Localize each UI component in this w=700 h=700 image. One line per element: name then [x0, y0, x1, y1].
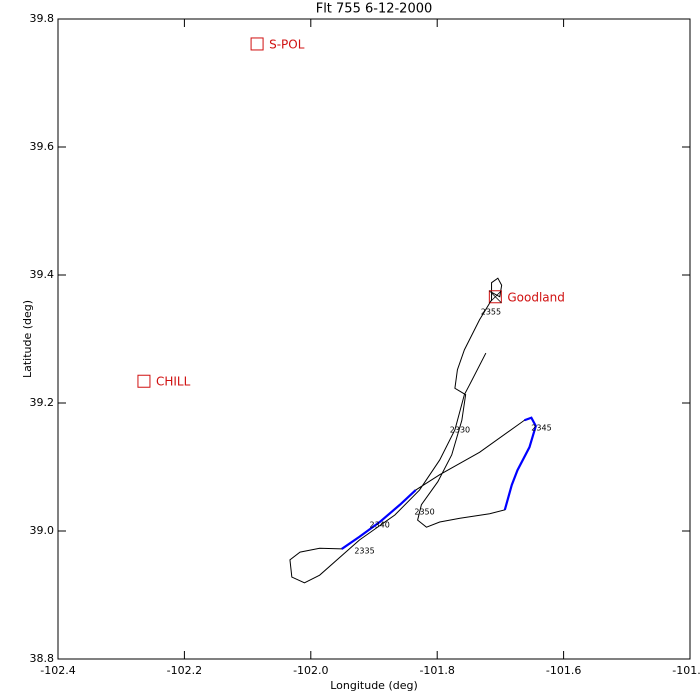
y-axis-label: Latitude (deg)	[21, 300, 34, 378]
x-tick-label: -102.4	[40, 664, 75, 677]
time-label: 2355	[481, 308, 501, 317]
x-tick-label: -102.2	[167, 664, 202, 677]
station-marker	[488, 290, 502, 304]
station-marker	[137, 374, 151, 388]
y-tick-label: 39.2	[30, 396, 55, 409]
track-line	[503, 416, 537, 511]
time-label: 2350	[414, 507, 434, 516]
station-label: Goodland	[507, 290, 565, 304]
time-label: 2330	[450, 425, 470, 434]
x-axis-label: Longitude (deg)	[330, 679, 418, 692]
station-label: S-POL	[269, 37, 305, 51]
x-tick-label: -101.8	[419, 664, 454, 677]
y-tick-label: 39.8	[30, 12, 55, 25]
time-label: 2345	[531, 423, 551, 432]
y-tick-label: 39.6	[30, 140, 55, 153]
chart-title: Flt 755 6-12-2000	[316, 2, 433, 17]
track-line	[341, 489, 417, 550]
x-tick-label: -102.0	[293, 664, 328, 677]
station-marker	[250, 37, 264, 51]
y-tick-label: 39.0	[30, 524, 55, 537]
plot-frame	[57, 18, 691, 660]
station-label: CHILL	[156, 375, 191, 389]
y-tick-label: 38.8	[30, 652, 55, 665]
y-tick-label: 39.4	[30, 268, 55, 281]
x-tick-label: -101.4	[672, 664, 700, 677]
station-cross	[489, 290, 502, 304]
time-label: 2335	[354, 546, 374, 555]
x-tick-label: -101.6	[546, 664, 581, 677]
time-label: 2340	[370, 521, 390, 530]
